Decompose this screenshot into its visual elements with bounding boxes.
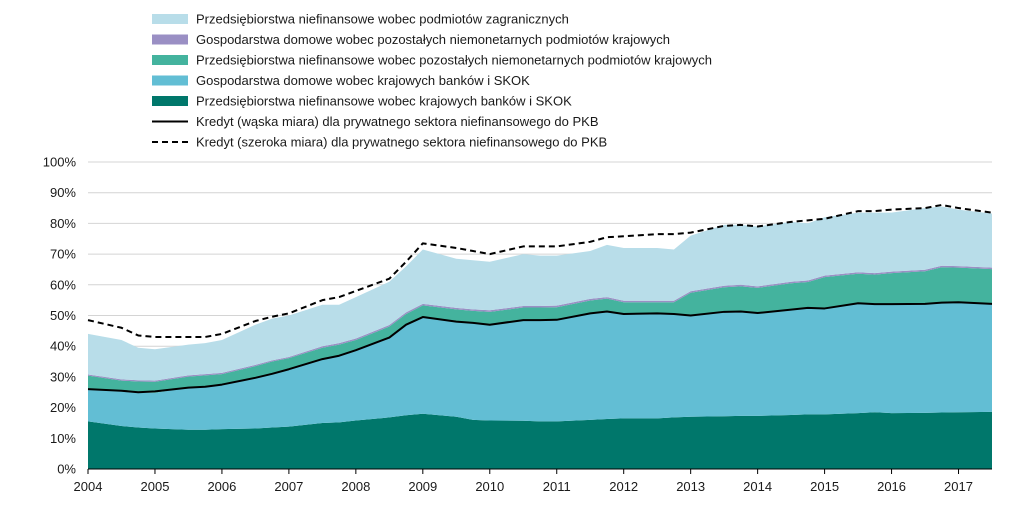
y-tick-label: 70% — [50, 247, 76, 262]
legend-label: Gospodarstwa domowe wobec krajowych bank… — [196, 73, 530, 88]
legend-label: Kredyt (wąska miara) dla prywatnego sekt… — [196, 114, 599, 129]
y-tick-label: 40% — [50, 339, 76, 354]
line-broad-measure — [87, 203, 993, 338]
x-tick-label: 2009 — [408, 479, 437, 494]
area-series-1 — [88, 411, 992, 469]
x-tick-label: 2006 — [207, 479, 236, 494]
area-series-2 — [88, 302, 992, 430]
x-tick-label: 2010 — [475, 479, 504, 494]
legend-swatch — [152, 75, 188, 86]
x-tick-label: 2014 — [743, 479, 772, 494]
legend-label: Gospodarstwa domowe wobec pozostałych ni… — [196, 32, 670, 47]
y-tick-label: 50% — [50, 308, 76, 323]
x-tick-label: 2017 — [944, 479, 973, 494]
x-tick-label: 2016 — [877, 479, 906, 494]
x-tick-label: 2008 — [341, 479, 370, 494]
ratio-lines — [87, 203, 993, 394]
y-tick-label: 0% — [57, 462, 76, 477]
x-tick-label: 2013 — [676, 479, 705, 494]
x-tick-label: 2011 — [543, 479, 571, 494]
chart-legend: Przedsiębiorstwa niefinansowe wobec podm… — [152, 12, 712, 150]
legend-swatch — [152, 14, 188, 24]
legend-label: Przedsiębiorstwa niefinansowe wobec kraj… — [196, 94, 572, 109]
legend-label: Kredyt (szeroka miara) dla prywatnego se… — [196, 135, 607, 150]
stacked-areas — [88, 206, 992, 469]
x-tick-label: 2004 — [74, 479, 103, 494]
y-tick-label: 20% — [50, 400, 76, 415]
x-tick-label: 2012 — [609, 479, 638, 494]
x-tick-label: 2007 — [274, 479, 303, 494]
area-series-5 — [88, 206, 992, 381]
line-narrow-measure — [87, 301, 993, 394]
y-tick-label: 60% — [50, 277, 76, 292]
y-tick-label: 90% — [50, 185, 76, 200]
legend-swatch — [152, 55, 188, 65]
x-tick-label: 2005 — [141, 479, 170, 494]
legend-swatch — [152, 34, 188, 45]
legend-swatch — [152, 96, 188, 106]
axes: 0% 10% 20% 30% 40% 50% 60% 70% 80% 90% 100% 2004 200… — [43, 155, 992, 494]
legend-label: Przedsiębiorstwa niefinansowe wobec pozo… — [196, 53, 712, 68]
y-tick-label: 10% — [50, 431, 76, 446]
x-tick-label: 2015 — [810, 479, 839, 494]
y-tick-label: 80% — [50, 216, 76, 231]
y-tick-label: 30% — [50, 369, 76, 384]
y-tick-label: 100% — [43, 155, 77, 170]
legend-label: Przedsiębiorstwa niefinansowe wobec podm… — [196, 12, 569, 27]
